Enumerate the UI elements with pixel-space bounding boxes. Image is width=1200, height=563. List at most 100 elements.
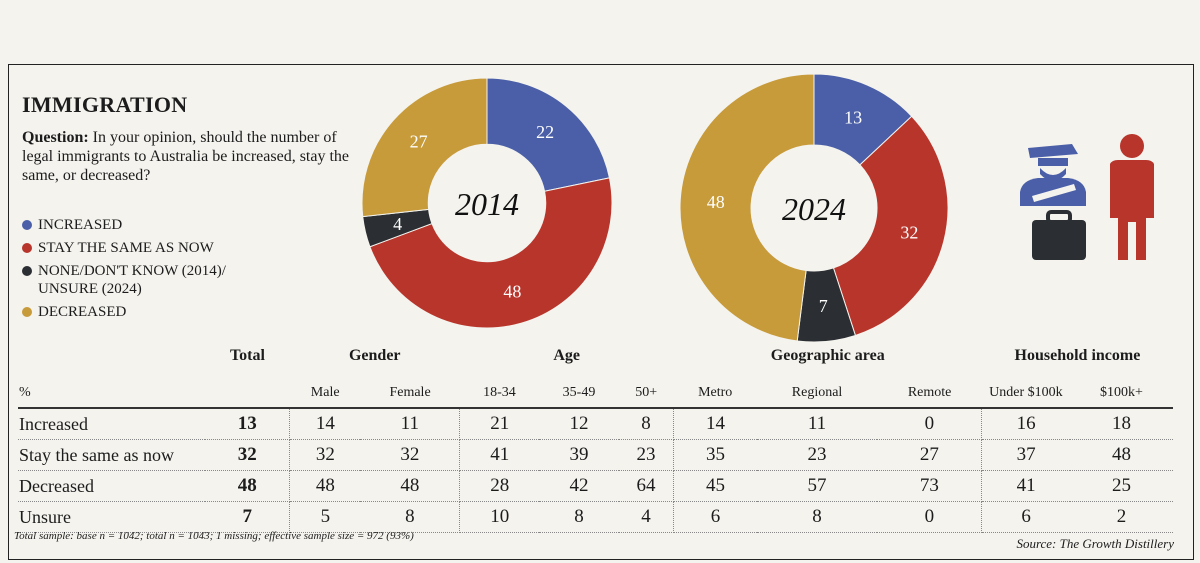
donut-center-year: 2024 xyxy=(782,191,846,227)
table-cell: 23 xyxy=(756,439,878,471)
table-cell: 2 xyxy=(1069,501,1173,533)
donut-chart-2024: 13 32 7 48 2024 xyxy=(679,73,949,343)
table-cell: 8 xyxy=(360,501,461,533)
group-header-household-income: Household income xyxy=(1014,347,1141,364)
donut-value-label: 32 xyxy=(900,222,918,242)
table-row: Unsure 7 5 8 10 8 4 6 8 0 6 2 xyxy=(18,501,1173,533)
table-body: Increased 13 14 11 21 12 8 14 11 0 16 18 Stay the sa… xyxy=(18,407,1173,533)
table-cell: 8 xyxy=(756,501,878,533)
table-cell: 5 xyxy=(289,501,361,533)
question-text: Question: In your opinion, should the nu… xyxy=(22,128,352,185)
legend-label-increased: INCREASED xyxy=(38,217,123,233)
footnote: Total sample: base n = 1042; total n = 1… xyxy=(14,530,414,542)
row-label: Stay the same as now xyxy=(18,439,205,471)
group-header-gender: Gender xyxy=(348,347,401,364)
column-header-total xyxy=(205,370,290,408)
table-cell: 0 xyxy=(877,501,983,533)
question-body: In your opinion, should the number of le… xyxy=(22,129,350,184)
table-column-header-row: % Male Female 18-34 35-49 50+ Metro Regi… xyxy=(18,370,1173,408)
row-label: Increased xyxy=(18,407,205,440)
column-header-female: Female xyxy=(389,385,431,400)
table-cell: 28 xyxy=(459,470,540,502)
legend-swatch-unsure xyxy=(22,266,32,276)
table-cell: 32 xyxy=(289,439,361,471)
page-title: IMMIGRATION xyxy=(22,92,188,117)
graphic-frame xyxy=(8,64,1194,560)
table-cell: 10 xyxy=(459,501,540,533)
table-cell: 48 xyxy=(1069,439,1173,471)
donut-slice-stay-the-same-as-now xyxy=(832,115,949,337)
legend-item-same: STAY THE SAME AS NOW xyxy=(22,239,268,257)
row-label: Decreased xyxy=(18,470,205,502)
table-cell: 48 xyxy=(360,470,461,502)
row-label: Unsure xyxy=(18,501,205,533)
table-cell: 41 xyxy=(459,439,540,471)
column-header-percent: % xyxy=(19,385,31,400)
table-cell: 16 xyxy=(981,407,1070,440)
table-cell: 27 xyxy=(877,439,983,471)
table-cell: 25 xyxy=(1069,470,1173,502)
group-header-age: Age xyxy=(553,347,580,364)
donut-chart-2014: 22 48 4 27 2014 xyxy=(361,77,613,329)
table-cell: 57 xyxy=(756,470,878,502)
table-cell: 32 xyxy=(205,439,291,471)
donut-value-label: 22 xyxy=(536,122,554,142)
table-group-header-row: Total Gender Age Geographic area Househo… xyxy=(18,342,1173,370)
table-cell: 0 xyxy=(877,407,983,440)
table-row: Stay the same as now 32 32 32 41 39 23 35 23 27 37… xyxy=(18,439,1173,471)
donut-value-label: 7 xyxy=(819,296,828,316)
table-cell: 73 xyxy=(877,470,983,502)
donut-value-label: 4 xyxy=(393,214,402,234)
legend-swatch-increased xyxy=(22,220,32,230)
donut-slice-decreased xyxy=(679,73,815,342)
immigration-officer-and-traveller-icon xyxy=(1020,134,1154,260)
table-corner-blank xyxy=(18,342,205,370)
legend-label-unsure: NONE/DON'T KNOW (2014)/ UNSURE (2024) xyxy=(38,263,226,297)
table-cell: 48 xyxy=(289,470,361,502)
legend-swatch-same xyxy=(22,243,32,253)
donut-value-label: 48 xyxy=(503,281,521,301)
table-cell: 64 xyxy=(618,470,675,502)
table-cell: 45 xyxy=(673,470,757,502)
donut-center-year: 2014 xyxy=(455,186,519,222)
column-header-metro: Metro xyxy=(698,385,733,400)
table-cell: 41 xyxy=(981,470,1070,502)
column-header-50-plus: 50+ xyxy=(635,385,658,400)
table-cell: 11 xyxy=(360,407,461,440)
legend-item-increased: INCREASED xyxy=(22,216,268,234)
question-label: Question: xyxy=(22,129,89,146)
table-cell: 21 xyxy=(459,407,540,440)
table-cell: 11 xyxy=(756,407,878,440)
table-row: Decreased 48 48 48 28 42 64 45 57 73 41 25 xyxy=(18,470,1173,502)
table-cell: 18 xyxy=(1069,407,1173,440)
results-table: Total Gender Age Geographic area Househo… xyxy=(18,342,1173,533)
column-header-100k-plus: $100k+ xyxy=(1099,385,1143,400)
group-header-total: Total xyxy=(229,347,265,364)
donut-slice-stay-the-same-as-now xyxy=(369,177,613,329)
source-credit: Source: The Growth Distillery xyxy=(1016,536,1174,551)
table-cell: 6 xyxy=(981,501,1070,533)
donut-value-label: 27 xyxy=(410,132,428,152)
table-cell: 14 xyxy=(673,407,757,440)
donut-slice-decreased xyxy=(361,77,488,218)
table-cell: 35 xyxy=(673,439,757,471)
legend: INCREASED STAY THE SAME AS NOW NONE/DON'… xyxy=(22,216,268,326)
column-header-regional: Regional xyxy=(791,385,843,400)
table-cell: 6 xyxy=(673,501,757,533)
column-header-18-34: 18-34 xyxy=(483,385,516,400)
table-cell: 12 xyxy=(539,407,619,440)
legend-swatch-decreased xyxy=(22,307,32,317)
table-cell: 7 xyxy=(205,501,291,533)
table-cell: 37 xyxy=(981,439,1070,471)
donut-value-label: 48 xyxy=(707,192,725,212)
legend-item-unsure: NONE/DON'T KNOW (2014)/ UNSURE (2024) xyxy=(22,262,268,298)
table-cell: 8 xyxy=(618,407,675,440)
table-row: Increased 13 14 11 21 12 8 14 11 0 16 18 xyxy=(18,407,1173,440)
table-cell: 4 xyxy=(618,501,675,533)
donut-slice-increased xyxy=(486,77,611,192)
table-cell: 13 xyxy=(205,407,291,440)
table-cell: 39 xyxy=(539,439,619,471)
table-cell: 32 xyxy=(360,439,461,471)
table-cell: 48 xyxy=(205,470,291,502)
legend-label-same: STAY THE SAME AS NOW xyxy=(38,240,214,256)
